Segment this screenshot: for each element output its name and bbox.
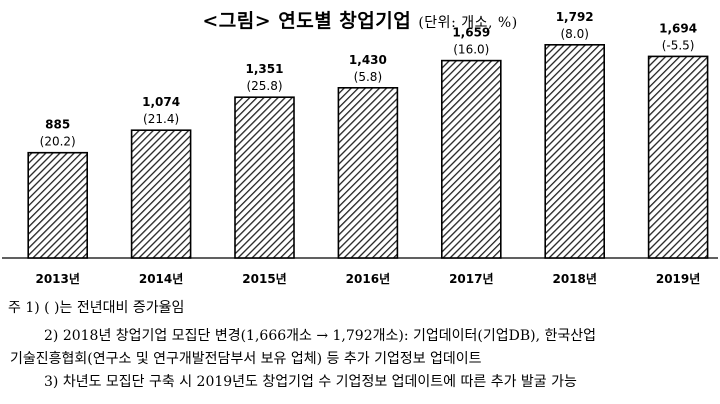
bar-2015년: [234, 96, 295, 259]
value-label: 1,074: [142, 95, 180, 109]
growth-label: (5.8): [354, 70, 382, 84]
category-label: 2013년: [35, 272, 79, 286]
chart-title: <그림> 연도별 창업기업 (단위: 개소, %): [0, 6, 720, 33]
footnote-3: 3) 차년도 모집단 구축 시 2019년도 창업기업 수 기업정보 업데이트에…: [44, 374, 577, 390]
bar-2019년: [647, 55, 709, 259]
category-label: 2018년: [552, 272, 596, 286]
category-label: 2017년: [449, 272, 493, 286]
footnote-1: 주 1) ( )는 전년대비 증가율임: [8, 300, 185, 316]
category-label: 2019년: [656, 272, 700, 286]
bar-chart: 885 (20.2) 2013년 1,074 (21.4) 2014년 1,351 (25.8…: [2, 10, 718, 286]
bar-2013년: [27, 151, 89, 259]
chart-title-main: <그림> 연도별 창업기업: [202, 10, 412, 32]
growth-label: (20.2): [40, 135, 76, 149]
category-label: 2015년: [242, 272, 286, 286]
bar-2017년: [440, 59, 502, 259]
bar-2018년: [544, 43, 606, 259]
value-label: 1,792: [556, 10, 594, 24]
footnote-2: 2) 2018년 창업기업 모집단 변경(1,666개소 → 1,792개소):…: [44, 328, 597, 344]
category-label: 2016년: [346, 272, 390, 286]
growth-label: (8.0): [560, 27, 588, 41]
bar-2016년: [337, 87, 399, 259]
category-label: 2014년: [139, 272, 183, 286]
growth-label: (21.4): [143, 112, 179, 126]
bar-2014년: [130, 129, 192, 259]
growth-label: (25.8): [246, 79, 282, 93]
value-label: 885: [45, 118, 70, 132]
value-label: 1,430: [349, 53, 387, 67]
chart-title-unit: (단위: 개소, %): [418, 15, 518, 31]
growth-label: (-5.5): [662, 38, 695, 52]
value-label: 1,659: [452, 26, 490, 40]
footnote-2-continued: 기술진흥협회(연구소 및 연구개발전담부서 보유 업체) 등 추가 기업정보 업…: [10, 351, 482, 367]
value-label: 1,351: [246, 62, 284, 76]
value-label: 1,694: [659, 21, 697, 35]
growth-label: (16.0): [453, 43, 489, 57]
